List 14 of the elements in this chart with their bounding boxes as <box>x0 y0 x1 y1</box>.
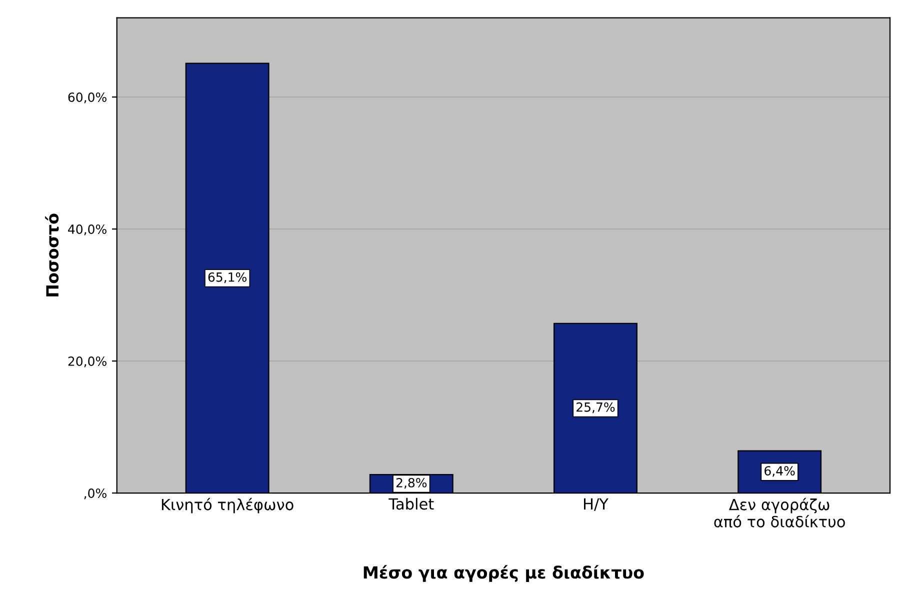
data-label: 2,8% <box>396 478 427 489</box>
y-tick-label: 60,0% <box>68 92 106 104</box>
data-label: 25,7% <box>576 402 615 414</box>
data-label: 65,1% <box>208 272 246 284</box>
y-tick-label: 20,0% <box>68 356 106 368</box>
x-tick-label: Tablet <box>388 498 434 510</box>
x-axis-title: Μέσο για αγορές με διαδίκτυο <box>364 565 644 582</box>
x-tick-label: Η/Υ <box>584 498 608 511</box>
y-axis-title: Ποσοστό <box>45 214 59 296</box>
data-label: 6,4% <box>764 466 795 477</box>
x-tick-label: Κινητό τηλέφωνο <box>162 498 294 514</box>
x-tick-label: Δεν αγοράζω από το διαδίκτυο <box>714 498 845 528</box>
y-tick-label: ,0% <box>84 488 106 500</box>
y-tick-label: 40,0% <box>68 224 106 236</box>
